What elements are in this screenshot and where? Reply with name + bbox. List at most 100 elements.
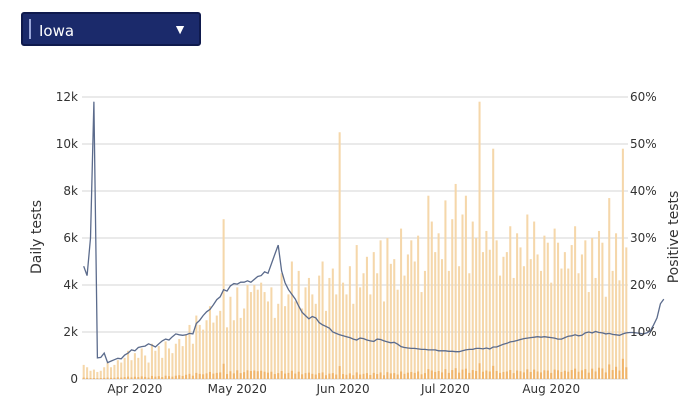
total-tests-bar (208, 306, 211, 379)
positive-tests-bar (263, 371, 266, 379)
y2-axis-ticks: 10% 20% 30% 40% 50% 60% (630, 90, 657, 339)
positive-tests-bar (208, 371, 211, 379)
total-tests-bar (304, 287, 307, 379)
chevron-down-icon: ▼ (173, 21, 187, 37)
total-tests-bar (543, 235, 546, 379)
positive-tests-bar (321, 372, 324, 379)
positive-tests-bar (137, 377, 140, 379)
positive-tests-bar (410, 371, 413, 379)
positive-tests-bar (120, 377, 123, 379)
positive-tests-bar (191, 375, 194, 379)
total-tests-bar (475, 238, 478, 379)
total-tests-bar (369, 294, 372, 379)
positive-tests-bar (150, 375, 153, 379)
positive-tests-bar (417, 371, 420, 379)
total-tests-bar (164, 341, 167, 379)
total-tests-bar (577, 273, 580, 379)
positive-tests-bar (116, 377, 119, 379)
positive-tests-bar (464, 368, 467, 379)
positive-tests-bar (485, 370, 488, 379)
positive-tests-bar (519, 371, 522, 379)
positive-tests-bar (178, 375, 181, 379)
positive-tests-bar (362, 373, 365, 379)
total-tests-bar (253, 285, 256, 379)
positive-tests-bar (273, 374, 276, 379)
positive-tests-bar (427, 369, 430, 379)
total-tests-bar (560, 268, 563, 379)
total-tests-bar (454, 183, 457, 379)
positive-tests-bar (253, 370, 256, 379)
total-tests-bar (311, 294, 314, 379)
total-tests-bar (396, 289, 399, 379)
total-tests-bar (297, 270, 300, 379)
total-tests-bar (604, 296, 607, 379)
positive-tests-bar (615, 366, 618, 379)
total-tests-bar (140, 348, 143, 379)
y-tick-label: 6k (63, 231, 78, 245)
total-tests-bar (263, 292, 266, 379)
total-tests-bar (243, 308, 246, 379)
total-tests-bar (406, 254, 409, 379)
total-tests-bar (219, 310, 222, 379)
state-dropdown[interactable]: Iowa ▼ (21, 12, 201, 46)
total-tests-bar (526, 214, 529, 379)
dropdown-accent-bar (29, 19, 31, 39)
positive-rate-series (83, 101, 665, 364)
x-tick-label: Jul 2020 (420, 382, 470, 396)
total-tests-bar (587, 292, 590, 379)
y-tick-label: 10k (56, 137, 78, 151)
positive-tests-bar (277, 373, 280, 379)
y-tick-label: 12k (56, 90, 78, 104)
total-tests-bar (519, 247, 522, 379)
positive-tests-bar (492, 365, 495, 379)
total-tests-bar (423, 270, 426, 379)
total-tests-bar (96, 371, 99, 379)
total-tests-bar (601, 242, 604, 379)
positive-tests-bar (99, 378, 102, 379)
total-tests-bar (167, 348, 171, 379)
total-tests-bar (195, 315, 198, 379)
total-tests-bar (348, 266, 351, 379)
total-tests-bar (239, 317, 242, 379)
positive-tests-bar (331, 373, 334, 379)
positive-tests-bar (246, 370, 249, 379)
total-tests-bar (113, 364, 116, 379)
positive-tests-bar (444, 369, 447, 379)
positive-tests-bar (461, 369, 464, 379)
total-tests-bar (130, 360, 133, 379)
positive-tests-bar (147, 377, 150, 379)
y-tick-label: 2k (63, 325, 78, 339)
positive-tests-bar (611, 370, 614, 379)
total-tests-bar (440, 259, 444, 379)
x-tick-label: May 2020 (208, 382, 267, 396)
total-tests-bar (608, 198, 611, 379)
total-tests-bar (133, 353, 136, 379)
positive-tests-bar (236, 370, 239, 379)
positive-tests-bar (103, 377, 106, 379)
total-tests-bar (533, 221, 536, 379)
positive-tests-bar (185, 374, 188, 379)
positive-tests-bar (229, 371, 232, 379)
positive-tests-bar (608, 364, 611, 379)
total-tests-bar (157, 346, 160, 379)
positive-tests-bar (311, 373, 314, 379)
positive-tests-bar (529, 371, 532, 379)
total-tests-bar (495, 240, 498, 379)
positive-tests-bar (301, 374, 304, 379)
total-tests-bar (191, 343, 194, 379)
positive-tests-bar (550, 372, 553, 379)
positive-tests-bar (352, 375, 355, 379)
total-tests-bar (99, 370, 102, 379)
positive-tests-bar (188, 373, 191, 379)
total-tests-bar (444, 200, 447, 379)
positive-tests-bar (355, 372, 358, 379)
positive-tests-bar (587, 372, 590, 379)
total-tests-bar (226, 327, 229, 379)
total-tests-bar (557, 242, 560, 379)
positive-tests-bar (219, 372, 222, 379)
state-dropdown-value: Iowa (39, 22, 75, 40)
total-tests-bar (294, 301, 297, 379)
total-tests-bar (284, 306, 287, 379)
positive-tests-bar (389, 373, 392, 379)
